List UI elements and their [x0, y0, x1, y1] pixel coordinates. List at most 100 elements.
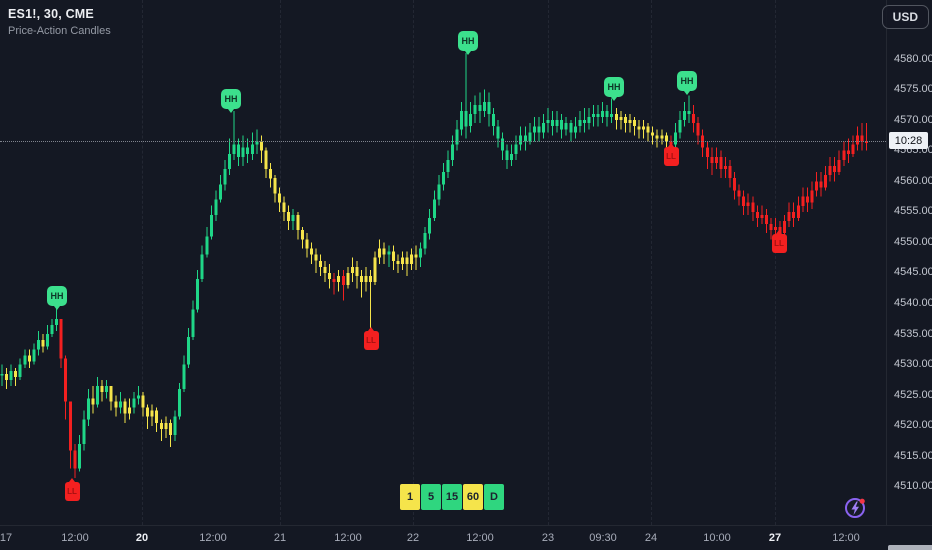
candle: [601, 101, 605, 124]
chart-plot-area[interactable]: HH HH HH HH HH LL LL LL LL: [0, 0, 886, 525]
candle: [5, 367, 8, 390]
candle: [623, 114, 627, 133]
session-gridline: [548, 0, 549, 525]
indicator-name: Price-Action Candles: [8, 25, 111, 37]
candle: [378, 239, 382, 264]
candle: [482, 89, 486, 118]
candle: [177, 383, 181, 420]
candle: [469, 101, 473, 133]
candle: [473, 95, 477, 124]
candle: [496, 120, 500, 148]
candle: [137, 386, 140, 405]
time-axis-label: 12:00: [199, 532, 227, 544]
ll-label: LL: [771, 229, 787, 253]
candle: [824, 166, 827, 191]
candle: [9, 364, 13, 387]
candle: [637, 120, 641, 139]
time-axis-label: 20: [135, 532, 149, 544]
candle: [27, 349, 31, 368]
timeframe-button-15[interactable]: 15: [442, 484, 462, 510]
candle: [514, 135, 518, 160]
candle: [714, 147, 718, 170]
candle: [382, 242, 386, 264]
candle: [369, 269, 373, 328]
candle: [250, 132, 254, 160]
candle: [278, 187, 282, 212]
candle: [36, 331, 40, 356]
time-axis-label: 21: [273, 532, 287, 544]
candle: [109, 386, 113, 411]
candle: [282, 196, 286, 221]
candle: [742, 190, 746, 215]
time-axis[interactable]: 17 12:00 20 12:00 21 12:00 22 12:00 23 09:30 24 10:…: [0, 525, 932, 550]
price-axis-label: 4550.00: [894, 235, 932, 248]
hh-label: HH: [677, 71, 697, 95]
ll-label: LL: [663, 142, 679, 166]
candle: [82, 410, 86, 451]
candle: [364, 266, 368, 292]
time-axis-label: 17: [0, 532, 13, 544]
candle: [619, 111, 623, 130]
candle: [96, 376, 99, 408]
candle: [77, 435, 81, 472]
candle: [332, 273, 336, 295]
candle: [373, 251, 377, 286]
candle: [728, 159, 732, 188]
candle: [59, 318, 63, 368]
candle: [214, 190, 218, 221]
candle: [405, 251, 409, 276]
time-axis-label: 10:00: [703, 532, 731, 544]
candle: [737, 184, 741, 206]
candle: [710, 147, 714, 176]
candle: [805, 187, 809, 212]
candle: [14, 367, 18, 387]
candle: [774, 218, 777, 237]
price-axis[interactable]: 10:28 4580.00 4575.00 4570.00 4565.00 4560.0…: [886, 0, 932, 525]
candle: [182, 355, 186, 393]
boost-icon[interactable]: [844, 497, 866, 519]
candle: [491, 107, 495, 136]
axis-corner: [888, 545, 932, 550]
candlestick-canvas: [0, 52, 868, 478]
candle: [810, 181, 814, 209]
candle: [264, 147, 268, 179]
candle: [546, 107, 550, 133]
candle: [319, 254, 322, 276]
candle: [505, 144, 509, 170]
candle: [478, 92, 482, 124]
candle: [441, 162, 445, 191]
candle: [287, 205, 291, 231]
price-axis-label: 4535.00: [894, 327, 932, 340]
candle: [173, 410, 177, 442]
candle: [610, 98, 614, 124]
candle: [614, 107, 618, 130]
candle: [323, 260, 327, 283]
candle: [673, 123, 677, 148]
candle: [200, 245, 204, 283]
candle: [291, 208, 295, 231]
candle: [719, 150, 723, 179]
timeframe-button-D[interactable]: D: [484, 484, 504, 510]
timeframe-button-5[interactable]: 5: [421, 484, 441, 510]
candle: [551, 111, 554, 136]
candle: [150, 404, 154, 426]
candle: [796, 196, 800, 221]
candle: [696, 117, 700, 145]
timeframe-button-60[interactable]: 60: [463, 484, 483, 510]
candle: [314, 248, 318, 273]
candle: [196, 269, 200, 313]
timeframe-button-1[interactable]: 1: [400, 484, 420, 510]
candle: [537, 117, 541, 142]
candle: [510, 144, 514, 166]
candle: [41, 334, 45, 353]
candle: [73, 444, 77, 478]
candle: [387, 245, 391, 267]
currency-button[interactable]: USD: [881, 5, 929, 29]
candle: [855, 126, 859, 151]
candle: [801, 187, 805, 212]
price-axis-label: 4545.00: [894, 266, 932, 279]
candle: [391, 245, 395, 270]
candle: [792, 202, 796, 228]
candle: [105, 380, 109, 399]
